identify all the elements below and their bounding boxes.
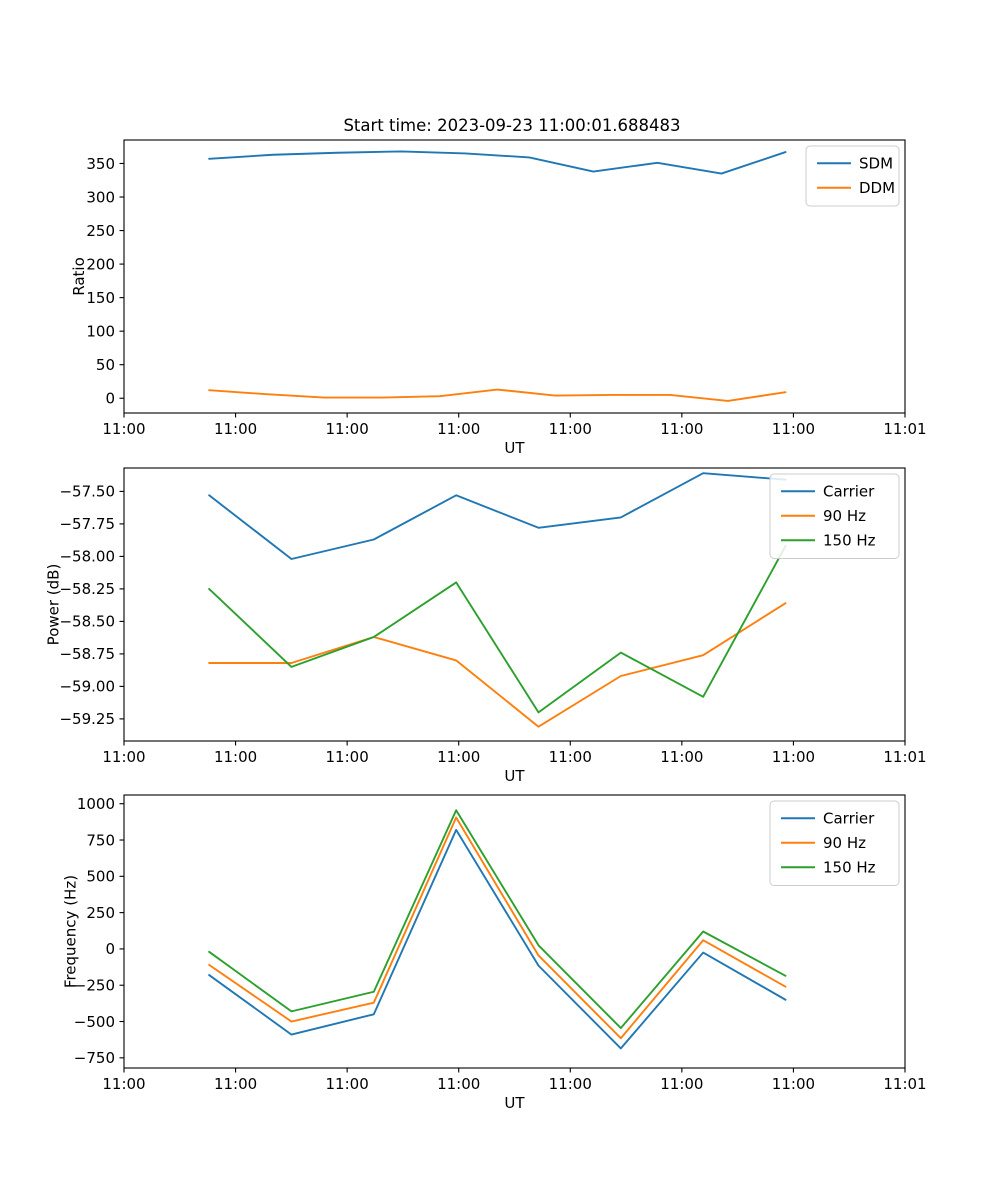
y-tick-label: −59.25: [59, 710, 115, 728]
x-axis-label: UT: [504, 1094, 525, 1112]
y-tick-label: −750: [74, 1049, 115, 1067]
series-line-90-hz: [208, 816, 787, 1040]
page-title: Start time: 2023-09-23 11:00:01.688483: [343, 116, 680, 135]
y-axis-label: Frequency (Hz): [62, 875, 80, 988]
legend-label-carrier: Carrier: [823, 483, 875, 501]
x-axis-label: UT: [504, 767, 525, 785]
legend: Carrier 90 Hz 150 Hz: [769, 800, 900, 886]
y-tick-label: −250: [74, 977, 115, 995]
axes-frame: [123, 794, 906, 1069]
legend-label-carrier: Carrier: [823, 810, 875, 828]
x-tick-label: 11:00: [772, 748, 815, 766]
x-tick-label: 11:01: [883, 1075, 926, 1093]
x-tick-label: 11:00: [102, 1075, 145, 1093]
legend: Carrier 90 Hz 150 Hz: [769, 473, 900, 559]
x-tick-label: 11:00: [437, 748, 480, 766]
x-tick-label: 11:00: [214, 420, 257, 438]
x-tick-label: 11:01: [883, 748, 926, 766]
y-axis-label: Ratio: [70, 257, 88, 296]
legend-box: [769, 800, 900, 886]
y-tick-label: 500: [86, 868, 115, 886]
x-tick-label: 11:00: [326, 748, 369, 766]
y-tick-label: −57.50: [59, 483, 115, 501]
y-tick-label: 250: [86, 904, 115, 922]
x-tick-label: 11:00: [549, 748, 592, 766]
y-tick-label: −58.75: [59, 645, 115, 663]
x-tick-label: 11:00: [214, 748, 257, 766]
series-line-carrier: [208, 828, 787, 1050]
legend-label-150-hz: 150 Hz: [823, 532, 876, 550]
legend-label-90-hz: 90 Hz: [823, 834, 866, 852]
y-tick-label: −59.00: [59, 678, 115, 696]
x-tick-label: 11:00: [772, 1075, 815, 1093]
y-tick-label: 750: [86, 831, 115, 849]
x-tick-label: 11:00: [437, 420, 480, 438]
series-line-150-hz: [208, 545, 787, 714]
legend-label-sdm: SDM: [859, 155, 893, 173]
y-tick-label: 350: [86, 155, 115, 173]
series-line-ddm: [208, 388, 787, 402]
x-tick-label: 11:00: [437, 1075, 480, 1093]
y-tick-label: −58.50: [59, 613, 115, 631]
y-tick-label: 0: [105, 390, 115, 408]
x-tick-label: 11:00: [326, 420, 369, 438]
series-line-90-hz: [208, 602, 787, 728]
x-tick-label: 11:00: [660, 748, 703, 766]
panel-power: 11:00 11:00 11:00 11:00 11:00 11:00 11:00 11:01…: [44, 467, 927, 785]
series-line-sdm: [208, 150, 787, 175]
y-tick-label: 0: [105, 940, 115, 958]
series-line-carrier: [208, 472, 787, 560]
x-axis-label: UT: [504, 439, 525, 457]
axes-frame: [123, 139, 906, 414]
x-tick-label: 11:00: [660, 1075, 703, 1093]
x-tick-label: 11:00: [660, 420, 703, 438]
series-line-150-hz: [208, 809, 787, 1030]
y-tick-label: 150: [86, 289, 115, 307]
x-tick-label: 11:00: [214, 1075, 257, 1093]
y-tick-label: 50: [96, 356, 115, 374]
x-tick-label: 11:00: [102, 748, 145, 766]
y-tick-label: −58.25: [59, 580, 115, 598]
y-axis-label: Power (dB): [44, 564, 62, 646]
y-tick-label: 250: [86, 222, 115, 240]
x-tick-label: 11:00: [549, 420, 592, 438]
y-tick-label: 200: [86, 255, 115, 273]
panel-frequency: 11:00 11:00 11:00 11:00 11:00 11:00 11:00 11:01…: [62, 794, 927, 1112]
x-tick-label: 11:00: [326, 1075, 369, 1093]
legend-label-90-hz: 90 Hz: [823, 507, 866, 525]
x-tick-label: 11:00: [102, 420, 145, 438]
y-tick-label: 300: [86, 188, 115, 206]
legend-label-ddm: DDM: [859, 179, 895, 197]
axes-frame: [123, 467, 906, 742]
legend-box: [769, 473, 900, 559]
legend-label-150-hz: 150 Hz: [823, 859, 876, 877]
y-tick-label: 1000: [77, 795, 115, 813]
legend-box: [805, 145, 900, 207]
x-tick-label: 11:00: [549, 1075, 592, 1093]
x-tick-label: 11:01: [883, 420, 926, 438]
y-tick-label: −500: [74, 1013, 115, 1031]
y-tick-label: −57.75: [59, 515, 115, 533]
x-tick-label: 11:00: [772, 420, 815, 438]
y-tick-label: 100: [86, 322, 115, 340]
y-tick-label: −58.00: [59, 548, 115, 566]
panel-ratio: 11:00 11:00 11:00 11:00 11:00 11:00 11:00 11:01…: [70, 139, 927, 457]
legend: SDM DDM: [805, 145, 900, 207]
